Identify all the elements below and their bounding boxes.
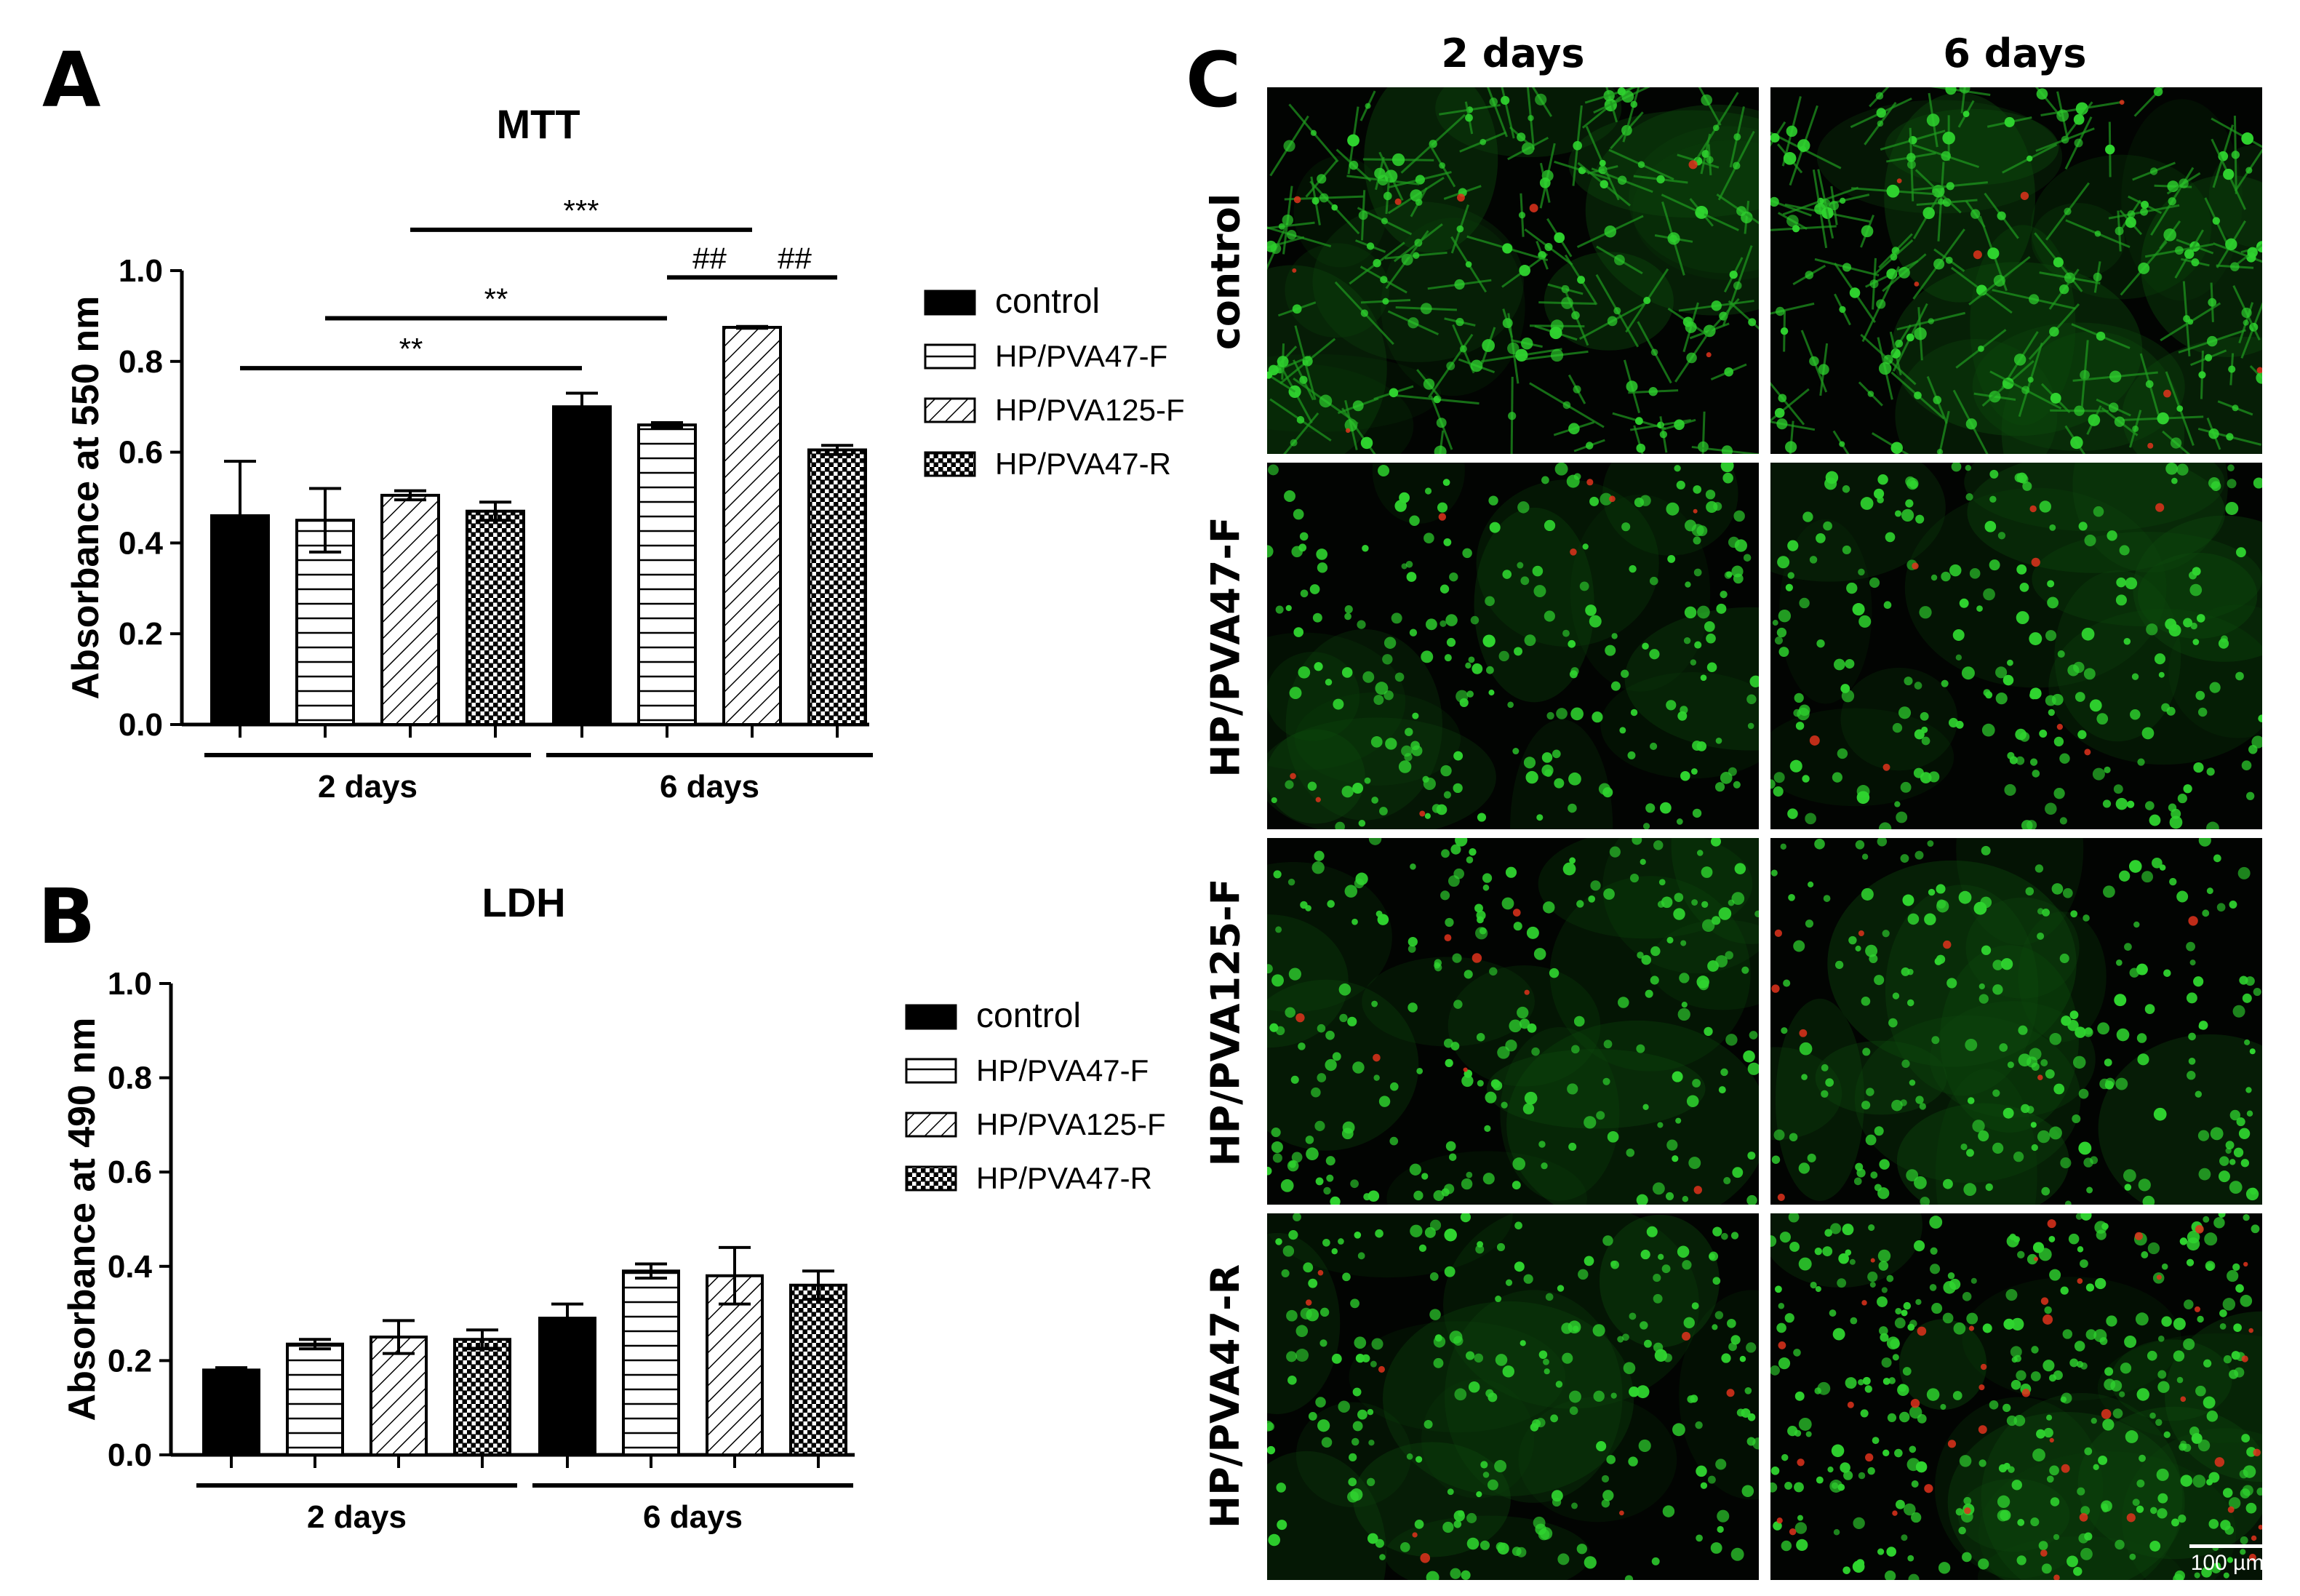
bar xyxy=(722,326,782,726)
micrograph-row-label: control xyxy=(1202,193,1249,350)
group-label: 2 days xyxy=(307,1499,407,1535)
micrograph-cells xyxy=(1770,1213,2262,1580)
y-tick-label: 0.4 xyxy=(119,525,164,561)
y-tick-label: 0.2 xyxy=(119,616,163,652)
significance-label: ** xyxy=(399,332,423,366)
y-tick-label: 1.0 xyxy=(108,966,152,1002)
micrograph-cells xyxy=(1267,838,1759,1205)
bar xyxy=(466,509,525,726)
micrograph-image xyxy=(1267,463,1759,829)
bar xyxy=(380,493,440,726)
y-tick-label: 0.2 xyxy=(108,1343,152,1378)
y-tick-label: 0.8 xyxy=(108,1061,152,1096)
legend-swatch xyxy=(924,290,976,316)
bar xyxy=(807,448,867,726)
group-label: 2 days xyxy=(318,769,418,805)
significance-label: ** xyxy=(484,282,508,316)
panel-label-b: B xyxy=(38,872,96,961)
bar xyxy=(286,1342,344,1456)
legend-label: HP/PVA47-R xyxy=(995,447,1171,481)
bar xyxy=(552,405,612,726)
chart-title: LDH xyxy=(482,879,565,925)
legend-label: control xyxy=(995,282,1100,321)
micrograph-row-label: HP/PVA47-F xyxy=(1202,516,1249,778)
group-label: 6 days xyxy=(660,769,759,805)
micrograph-cells xyxy=(1770,838,2262,1205)
group-label: 6 days xyxy=(643,1499,743,1535)
scale-bar-label: 100 µm xyxy=(2190,1551,2264,1575)
y-tick-label: 0.6 xyxy=(108,1154,152,1190)
legend-label: HP/PVA47-F xyxy=(995,339,1167,373)
y-tick-label: 0.8 xyxy=(119,344,163,380)
panel-label-c: C xyxy=(1186,36,1242,124)
micrograph-column-label: 2 days xyxy=(1441,31,1585,76)
legend-label: control xyxy=(976,997,1081,1035)
bar xyxy=(370,1336,428,1456)
micrograph-cells xyxy=(1267,463,1759,829)
bar xyxy=(202,1368,260,1456)
ldh-legend: control HP/PVA47-F HP/PVA125-F HP/PVA47-R xyxy=(905,997,1166,1195)
y-tick-label: 0.4 xyxy=(108,1249,153,1285)
bar xyxy=(789,1283,847,1456)
legend-label: HP/PVA125-F xyxy=(976,1107,1166,1141)
bar xyxy=(706,1274,764,1457)
legend-swatch xyxy=(905,1004,957,1030)
legend-swatch xyxy=(924,397,976,423)
mtt-chart: MTT 0.0 0.2 0.4 0.6 0.8 1.0 Absorbance at 550 … xyxy=(65,101,1185,805)
micrograph-column-label: 6 days xyxy=(1943,31,2087,76)
micrograph-image xyxy=(1267,87,1759,454)
legend-label: HP/PVA47-F xyxy=(976,1053,1149,1088)
micrograph-row-label: HP/PVA125-F xyxy=(1202,877,1249,1167)
legend-label: HP/PVA47-R xyxy=(976,1161,1152,1195)
micrograph-row-label: HP/PVA47-R xyxy=(1202,1264,1249,1528)
y-axis-label: Absorbance at 550 nm xyxy=(65,296,107,700)
legend-swatch xyxy=(905,1165,957,1192)
micrograph-cells xyxy=(1770,87,2262,454)
legend-swatch xyxy=(924,343,976,370)
significance-label: *** xyxy=(563,193,599,228)
y-tick-label: 0.6 xyxy=(119,435,163,471)
bar xyxy=(637,423,697,726)
legend-swatch xyxy=(905,1058,957,1084)
significance-label: ## xyxy=(692,241,727,275)
mtt-plot-area: 0.0 0.2 0.4 0.6 0.8 1.0 Absorbance at 550 nm 2 … xyxy=(65,193,873,805)
bar xyxy=(453,1338,511,1456)
micrograph-cells xyxy=(1770,463,2262,829)
micrograph-image xyxy=(1267,838,1759,1205)
legend-label: HP/PVA125-F xyxy=(995,393,1185,427)
scale-bar: 100 µm xyxy=(2189,1544,2265,1576)
significance-label: ## xyxy=(778,241,812,275)
bar xyxy=(538,1317,596,1457)
mtt-legend: control HP/PVA47-F HP/PVA125-F HP/PVA47-R xyxy=(924,282,1185,481)
y-tick-label: 0.0 xyxy=(119,707,163,743)
micrograph-image xyxy=(1770,463,2262,829)
legend-swatch xyxy=(905,1112,957,1138)
micrograph-image xyxy=(1267,1213,1759,1580)
scale-bar-line xyxy=(2189,1544,2265,1548)
micrograph-cells xyxy=(1267,87,1759,454)
chart-title: MTT xyxy=(496,101,580,147)
panel-label-a: A xyxy=(42,36,101,124)
micrograph-image xyxy=(1770,1213,2262,1580)
micrograph-image xyxy=(1770,87,2262,454)
bar xyxy=(622,1269,680,1457)
y-tick-label: 1.0 xyxy=(119,253,163,289)
y-axis-label: Absorbance at 490 nm xyxy=(61,1018,103,1421)
micrograph-image xyxy=(1770,838,2262,1205)
micrograph-cells xyxy=(1267,1213,1759,1580)
legend-swatch xyxy=(924,451,976,477)
y-tick-label: 0.0 xyxy=(108,1437,152,1473)
